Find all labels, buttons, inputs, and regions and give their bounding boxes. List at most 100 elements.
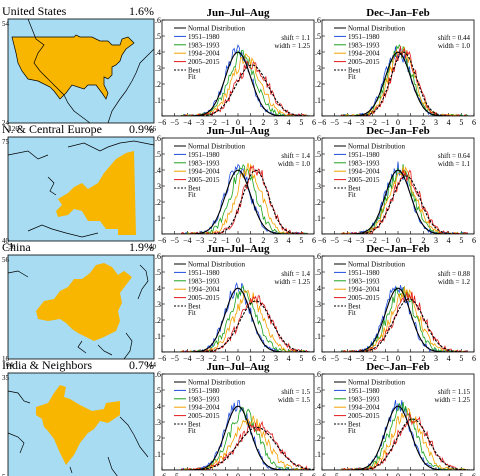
map-column: United States 1.6% 54 24-126 -66 N. & Central… [2, 4, 157, 476]
x-tick-label: −6 [318, 118, 327, 127]
x-tick-label: 3 [434, 354, 438, 363]
chart-grid: Jun–Jul–Aug.1.2.3.4.5.6−6 −5 −4 −3 −2 −1 0 1 2 3 4… [155, 7, 476, 476]
normal-distribution-line [322, 169, 474, 234]
coastline-1 [107, 48, 155, 124]
y-tick-label: .5 [315, 150, 321, 159]
x-tick-label: −5 [170, 472, 179, 476]
width-annotation: width = 1.25 [274, 278, 310, 286]
y-tick-label: .5 [315, 386, 321, 395]
best-fit-line [322, 175, 474, 234]
y-tick-label: .6 [315, 252, 321, 261]
region-percent: 1.9% [129, 240, 154, 254]
x-tick-label: 6 [312, 118, 316, 127]
legend-label: 1951–1980 [188, 387, 220, 395]
lat-bottom-label: 24 [2, 119, 10, 127]
legend-label: Normal Distribution [348, 143, 405, 151]
series-2005–2015 [340, 46, 468, 116]
x-tick-label: −4 [183, 236, 192, 245]
region-name: N. & Central Europe [2, 122, 102, 136]
shift-annotation: shift = 1.5 [281, 388, 310, 396]
x-tick-label: 0 [236, 472, 240, 476]
normal-distribution-line [162, 405, 314, 470]
y-tick-label: .2 [315, 434, 321, 443]
y-tick-label: .5 [315, 268, 321, 277]
y-tick-label: .4 [155, 166, 161, 175]
x-tick-label: 1 [409, 472, 413, 476]
x-tick-label: 6 [472, 472, 476, 476]
region-grid-area [56, 151, 136, 235]
legend-label: Normal Distribution [348, 261, 405, 269]
x-tick-label: 6 [312, 354, 316, 363]
lat-top-label: 56 [2, 256, 10, 264]
legend-label: Normal Distribution [188, 261, 245, 269]
chart-frame [321, 19, 475, 117]
legend-label: 1951–1980 [188, 151, 220, 159]
plot-area [162, 162, 314, 234]
x-tick-label: −6 [318, 472, 327, 476]
y-tick-label: .1 [155, 450, 161, 459]
legend-label: 1983–1993 [348, 41, 380, 49]
x-tick-label: 1 [409, 236, 413, 245]
map-inner [7, 385, 149, 476]
shift-annotation: shift = 0.44 [438, 34, 471, 42]
normal-distribution-line [162, 51, 314, 116]
lon-right-label: 40 [149, 243, 157, 251]
y-tick-label: .1 [315, 332, 321, 341]
legend-label: 1994–2004 [188, 50, 220, 58]
x-tick-label: 3 [274, 354, 278, 363]
best-fit-line [162, 64, 314, 116]
normal-distribution-line [162, 287, 314, 352]
region-name: China [2, 240, 31, 254]
x-tick-label: −2 [208, 118, 217, 127]
x-tick-label: 0 [236, 118, 240, 127]
y-tick-label: .4 [315, 166, 321, 175]
x-tick-label: −5 [170, 236, 179, 245]
legend-label: Best [188, 421, 201, 429]
width-annotation: width = 1.0 [438, 42, 471, 50]
legend-label: Fit [348, 191, 356, 199]
legend-label: 1983–1993 [348, 277, 380, 285]
series-1951–1980 [340, 46, 468, 116]
width-annotation: width = 1.25 [434, 396, 470, 404]
legend-label: 1983–1993 [188, 159, 220, 167]
x-tick-label: −1 [381, 354, 390, 363]
coastline-0 [7, 140, 155, 160]
region-percent: 0.9% [129, 122, 154, 136]
y-tick-label: .1 [315, 96, 321, 105]
x-tick-label: 0 [396, 118, 400, 127]
x-tick-label: −5 [170, 118, 179, 127]
coastline-0 [27, 18, 91, 124]
chart-panel-2-0: Jun–Jul–Aug .1 .2 .3 .4 .5 .6 −6 −5 −4 −3 −2 −1 0 1 2 3 4… [155, 243, 316, 363]
x-tick-label: −1 [381, 472, 390, 476]
x-tick-label: −3 [356, 472, 365, 476]
x-tick-label: −1 [221, 472, 230, 476]
x-tick-label: 5 [459, 354, 463, 363]
legend-label: 2005–2015 [348, 412, 380, 420]
shift-annotation: shift = 1.15 [438, 388, 471, 396]
x-tick-label: −3 [196, 354, 205, 363]
x-tick-label: 1 [249, 236, 253, 245]
season-title: Dec–Jan–Feb [366, 7, 430, 19]
x-tick-label: −6 [318, 354, 327, 363]
x-tick-label: 4 [287, 354, 291, 363]
region-name: United States [2, 4, 67, 18]
x-tick-label: −3 [196, 236, 205, 245]
plot-area [322, 44, 474, 116]
x-tick-label: −3 [196, 472, 205, 476]
legend-label: Fit [348, 73, 356, 81]
coastline-1 [69, 416, 149, 476]
x-tick-label: 6 [472, 354, 476, 363]
x-tick-label: −2 [208, 236, 217, 245]
region-map-0: United States 1.6% 54 24-126 -66 [2, 4, 156, 133]
lat-bottom-label: 5 [2, 473, 6, 476]
best-fit-line [162, 169, 314, 234]
x-tick-label: −4 [343, 236, 352, 245]
region-grid-area [36, 385, 120, 465]
map-inner [11, 18, 155, 124]
x-tick-label: −2 [368, 354, 377, 363]
x-tick-label: 1 [409, 118, 413, 127]
x-tick-label: 1 [249, 118, 253, 127]
x-tick-label: 2 [261, 118, 265, 127]
y-tick-label: .2 [155, 198, 161, 207]
